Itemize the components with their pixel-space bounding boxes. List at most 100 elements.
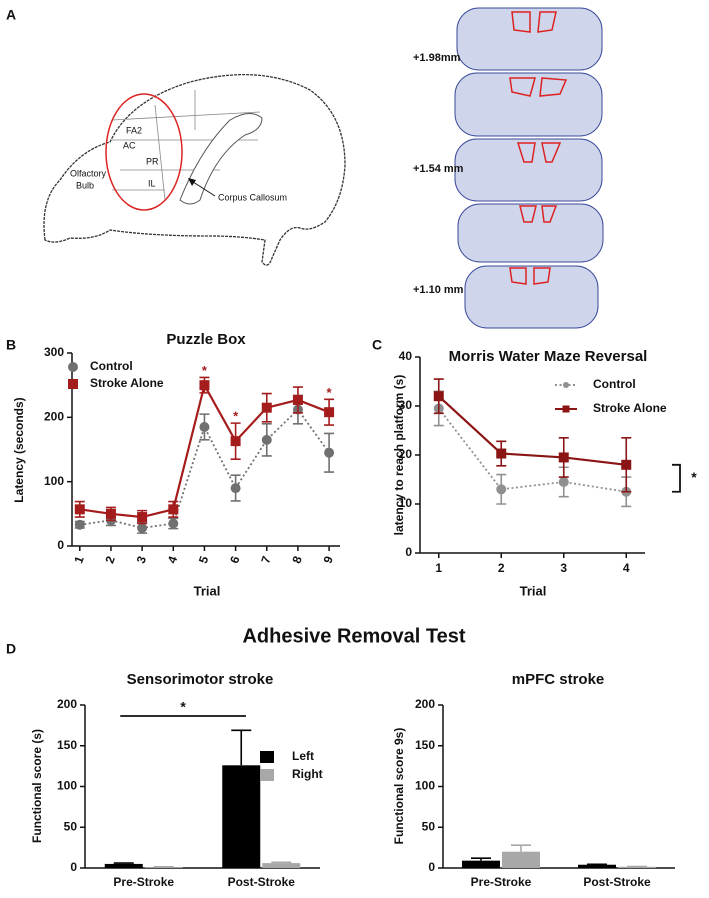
legend-marker (563, 382, 569, 388)
y-axis-label: Latency (seconds) (12, 397, 26, 502)
y-tick-label: 200 (415, 697, 435, 711)
y-tick-label: 200 (44, 410, 64, 424)
significance: * (691, 469, 697, 485)
significance: * (233, 409, 239, 424)
legend-marker (68, 379, 78, 389)
legend-swatch (260, 769, 274, 781)
y-tick-label: 100 (44, 474, 64, 488)
y-tick-label: 30 (399, 398, 413, 412)
slice (458, 204, 603, 262)
x-tick-label: 7 (258, 554, 274, 565)
marker (231, 436, 241, 446)
marker (168, 518, 178, 528)
x-tick-label: 1 (71, 554, 87, 565)
chart-title: Sensorimotor stroke (127, 671, 274, 688)
y-tick-label: 0 (57, 538, 64, 552)
y-tick-label: 20 (399, 447, 413, 461)
x-tick-label: Pre-Stroke (113, 875, 174, 889)
marker (137, 523, 147, 533)
marker (168, 504, 178, 514)
legend-label: Left (292, 749, 314, 763)
y-tick-label: 0 (428, 860, 435, 874)
brain-diagram: FA2 AC PR IL Olfactory Bulb Corpus Callo… (44, 75, 345, 266)
slice (465, 266, 598, 328)
x-tick-label: 2 (498, 561, 505, 575)
region-label: AC (123, 140, 136, 150)
region-label: Bulb (76, 180, 94, 190)
significance: * (327, 385, 333, 400)
y-tick-label: 50 (422, 819, 436, 833)
bar (145, 867, 183, 868)
bar (105, 864, 143, 868)
chart-title: mPFC stroke (512, 671, 605, 688)
x-tick-label: 1 (435, 561, 442, 575)
legend-marker (563, 406, 570, 413)
x-tick-label: 5 (196, 554, 212, 565)
marker (324, 448, 334, 458)
significance: * (180, 699, 186, 715)
legend-swatch (260, 751, 274, 763)
bar (262, 863, 300, 868)
region-label: IL (148, 178, 156, 188)
corpus-callosum (180, 113, 262, 204)
y-tick-label: 150 (57, 738, 77, 752)
x-tick-label: 3 (134, 554, 150, 565)
slice (455, 139, 602, 201)
error-bar (231, 730, 251, 765)
y-tick-label: 300 (44, 345, 64, 359)
x-tick-label: 6 (227, 554, 243, 565)
marker (293, 395, 303, 405)
y-tick-label: 50 (64, 819, 78, 833)
y-tick-label: 0 (405, 545, 412, 559)
bar (578, 865, 616, 868)
y-tick-label: 100 (415, 779, 435, 793)
y-axis-label: Functional score 9s) (392, 728, 406, 845)
slice-level: +1.98mm (413, 52, 461, 64)
significance-bracket (672, 465, 680, 492)
error-bar (511, 845, 531, 852)
x-tick-label: 2 (102, 554, 118, 565)
legend-marker (68, 362, 78, 372)
legend-label: Stroke Alone (593, 401, 667, 415)
bar (222, 765, 260, 868)
chart-title: Morris Water Maze Reversal (449, 348, 648, 365)
legend-label: Control (593, 377, 636, 391)
x-tick-label: 4 (623, 561, 630, 575)
chart-title: Puzzle Box (166, 331, 246, 348)
series-line (80, 385, 329, 517)
bar (502, 852, 540, 868)
bar (618, 867, 656, 868)
significance: * (202, 363, 208, 378)
x-tick-label: 4 (165, 554, 181, 565)
marker (231, 483, 241, 493)
marker (75, 520, 85, 530)
marker (75, 504, 85, 514)
legend-label: Stroke Alone (90, 376, 164, 390)
marker (621, 460, 631, 470)
x-tick-label: 8 (289, 554, 305, 565)
slice-level: +1.10 mm (413, 284, 464, 296)
error-bar (114, 863, 134, 864)
panel-label: B (6, 337, 16, 353)
marker (262, 403, 272, 413)
y-tick-label: 200 (57, 697, 77, 711)
group-title: Adhesive Removal Test (242, 625, 465, 647)
error-bar (271, 862, 291, 863)
x-tick-label: 9 (321, 554, 337, 565)
x-tick-label: Post-Stroke (583, 875, 651, 889)
marker (496, 449, 506, 459)
marker (559, 452, 569, 462)
region-label: Olfactory (70, 168, 107, 178)
x-tick-label: Post-Stroke (228, 875, 296, 889)
y-tick-label: 0 (70, 860, 77, 874)
marker (559, 477, 569, 487)
legend-label: Control (90, 359, 133, 373)
region-label: Corpus Callosum (218, 192, 287, 202)
x-axis-label: Trial (520, 583, 547, 598)
y-axis-label: Functional score (s) (30, 729, 44, 843)
y-tick-label: 10 (399, 496, 413, 510)
marker (106, 509, 116, 519)
region-label: FA2 (126, 125, 142, 135)
panel-label: C (372, 337, 382, 353)
